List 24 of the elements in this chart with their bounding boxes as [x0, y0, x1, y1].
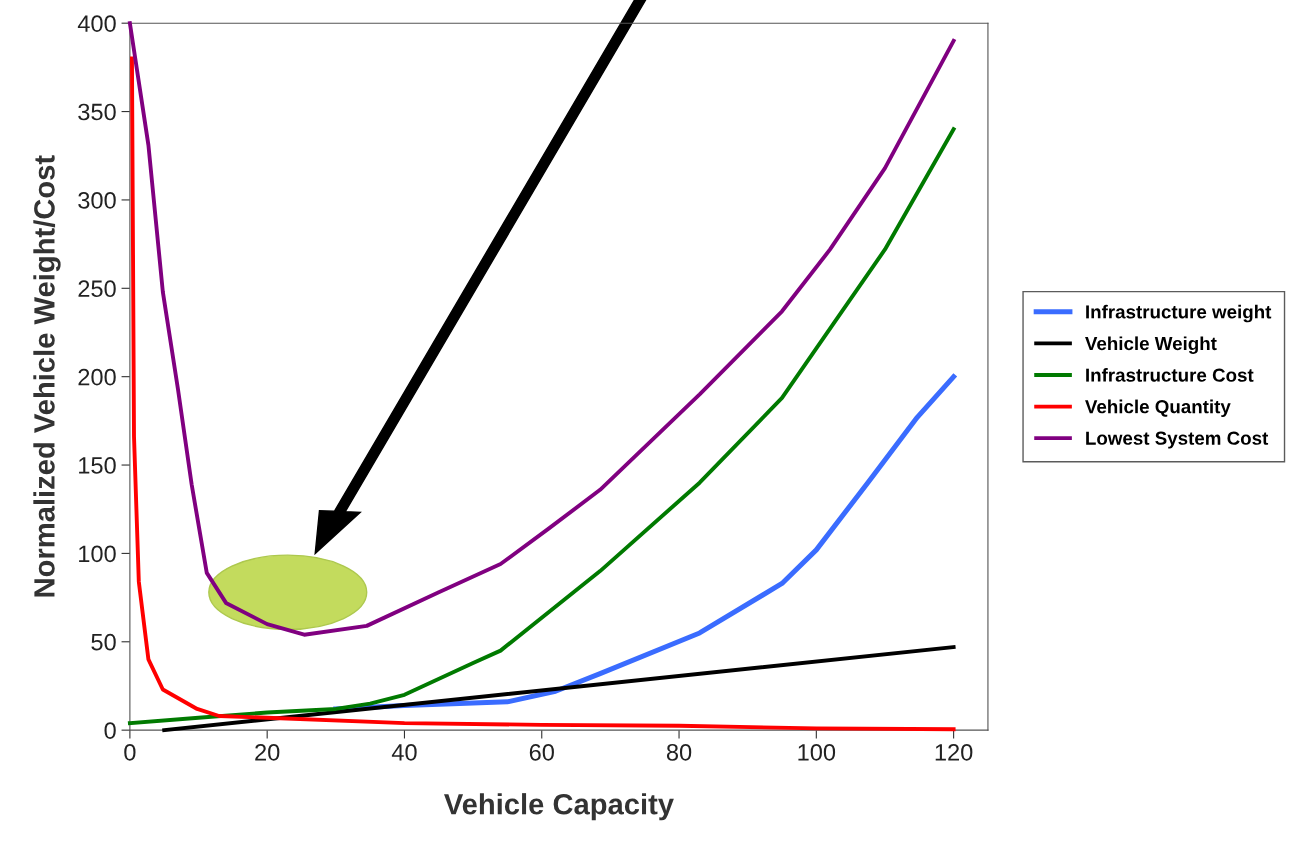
legend-label: Infrastructure weight	[1086, 304, 1272, 323]
x-tick-label: 20	[255, 743, 280, 761]
y-tick-label: 400	[77, 15, 116, 32]
x-axis-title: Vehicle Capacity	[444, 793, 674, 821]
y-tick-label: 50	[91, 633, 116, 651]
y-tick-label: 150	[79, 457, 116, 474]
x-tick-label: 40	[391, 743, 417, 761]
x-tick-label: 80	[666, 743, 692, 761]
legend-label: Infrastructure Cost	[1086, 368, 1254, 382]
x-tick-label: 120	[935, 743, 973, 761]
y-tick-label: 200	[78, 368, 116, 386]
line-series	[127, 21, 956, 637]
x-tick-label: 0	[124, 743, 136, 761]
y-tick-label: 100	[79, 545, 116, 563]
y-tick-label: 250	[78, 280, 116, 298]
x-tick-label: 60	[529, 743, 554, 761]
legend-label: Lowest System Cost	[1086, 431, 1269, 449]
y-tick-label: 350	[78, 103, 116, 121]
y-tick-label: 0	[104, 722, 116, 739]
legend-label: Vehicle Weight	[1085, 336, 1217, 354]
y-axis-title: Normalized Vehicle Weight/Cost	[33, 155, 61, 597]
y-tick-label: 300	[78, 192, 116, 209]
x-tick-label: 100	[798, 743, 836, 761]
legend-label: Vehicle Quantity	[1085, 399, 1231, 418]
